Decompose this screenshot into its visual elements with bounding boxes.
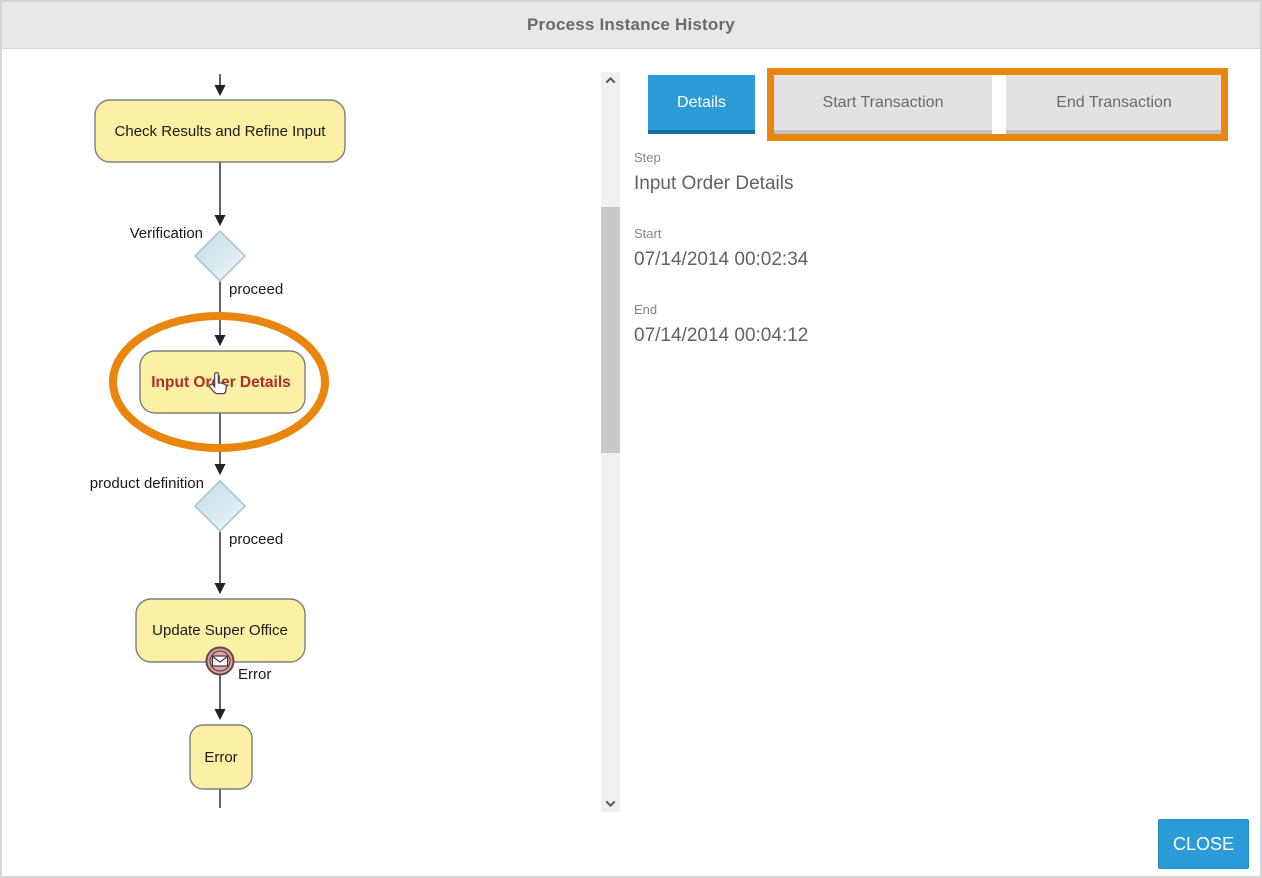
step-field: Step Input Order Details xyxy=(634,150,808,197)
node-check-results[interactable] xyxy=(94,99,346,163)
end-value: 07/14/2014 00:04:12 xyxy=(634,325,809,346)
tab-details[interactable]: Details xyxy=(648,75,755,134)
node-update-super-office-label: Update Super Office xyxy=(152,622,288,639)
chevron-up-icon xyxy=(605,76,616,87)
dialog-title: Process Instance History xyxy=(527,15,735,34)
gateway-verification[interactable] xyxy=(193,229,247,283)
cursor-icon xyxy=(208,371,228,395)
chevron-down-icon xyxy=(605,797,616,808)
close-button[interactable]: CLOSE xyxy=(1158,819,1249,869)
node-error-label: Error xyxy=(204,749,237,766)
boundary-error-label: Error xyxy=(238,666,271,683)
node-input-order-details[interactable] xyxy=(139,350,306,414)
step-label: Step xyxy=(634,150,661,165)
tab-end-transaction[interactable]: End Transaction xyxy=(1006,75,1222,134)
annotation-highlight-ellipse xyxy=(109,312,329,452)
edge-label-proceed-1: proceed xyxy=(229,281,283,298)
node-check-results-label: Check Results and Refine Input xyxy=(115,123,327,140)
start-label: Start xyxy=(634,226,662,241)
edge-label-proceed-2: proceed xyxy=(229,531,283,548)
tab-start-transaction[interactable]: Start Transaction xyxy=(774,75,992,134)
scrollbar-down-button[interactable] xyxy=(601,795,620,812)
node-error[interactable] xyxy=(189,724,253,790)
details-panel: Step Input Order Details Start 07/14/201… xyxy=(634,150,808,349)
end-field: End 07/14/2014 00:04:12 xyxy=(634,302,808,349)
scrollbar-up-button[interactable] xyxy=(601,72,620,89)
gateway-verification-label: Verification xyxy=(130,225,203,242)
gateway-product-definition-label: product definition xyxy=(90,475,204,492)
end-label: End xyxy=(634,302,658,317)
step-value: Input Order Details xyxy=(634,173,794,194)
diagram-scrollbar[interactable] xyxy=(601,72,620,812)
dialog-header: Process Instance History xyxy=(2,2,1260,49)
boundary-message-event-icon[interactable] xyxy=(205,646,235,676)
process-diagram: Check Results and Refine Input Verificat… xyxy=(90,74,346,808)
start-field: Start 07/14/2014 00:02:34 xyxy=(634,226,808,273)
gateway-product-definition[interactable] xyxy=(193,479,247,533)
start-value: 07/14/2014 00:02:34 xyxy=(634,249,809,270)
scrollbar-thumb[interactable] xyxy=(601,207,620,453)
